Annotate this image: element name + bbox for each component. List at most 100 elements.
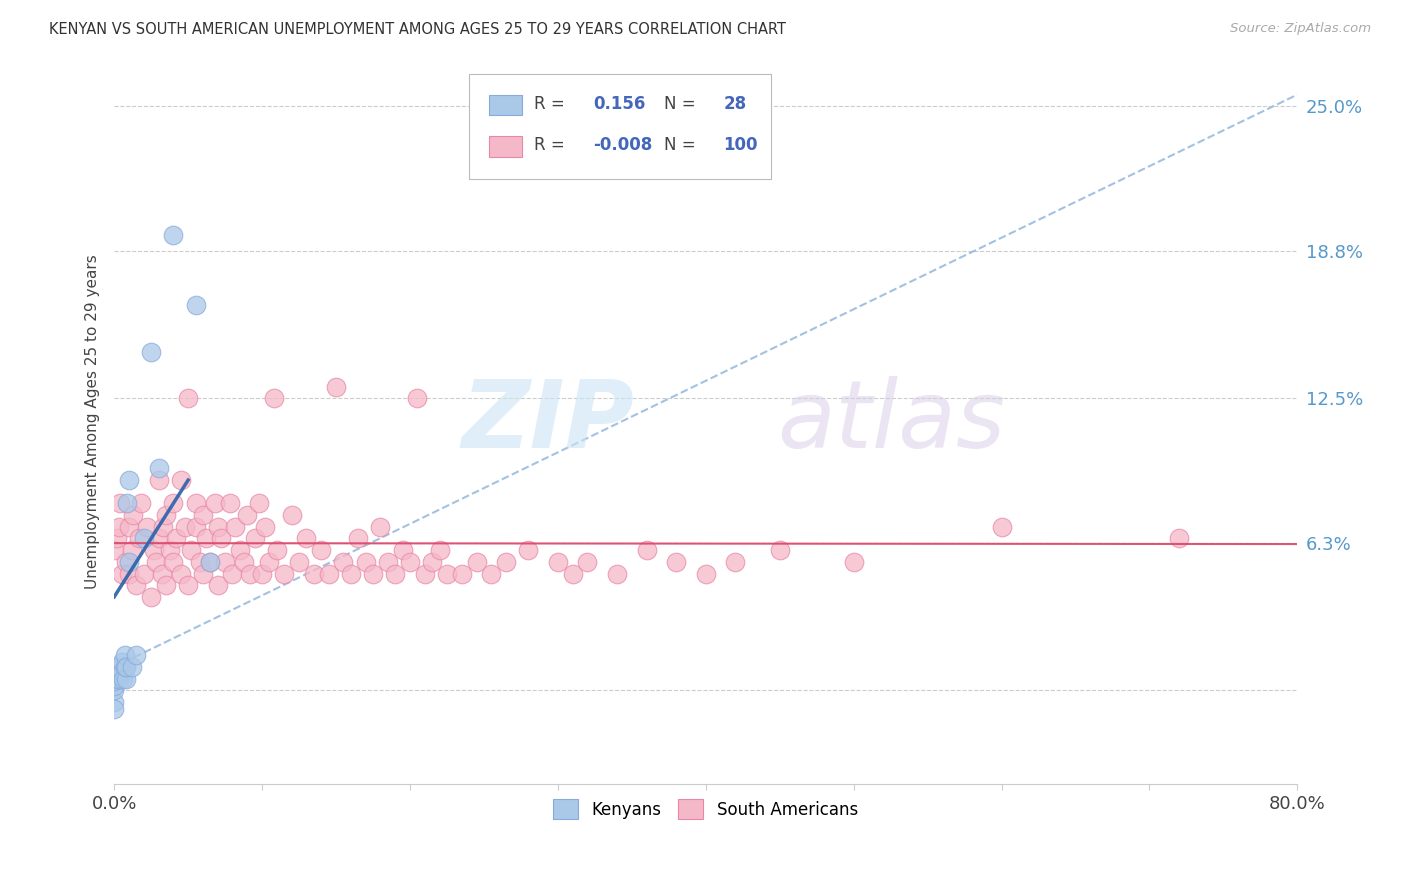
Point [118, 566, 141, 581]
Point [354, 555, 377, 569]
Point [103, 669, 125, 683]
Point [121, 660, 143, 674]
Point [145, 555, 167, 569]
Point [218, 496, 240, 510]
Text: 100: 100 [724, 136, 758, 154]
Point [129, 496, 152, 510]
Point [665, 555, 688, 569]
Text: KENYAN VS SOUTH AMERICAN UNEMPLOYMENT AMONG AGES 25 TO 29 YEARS CORRELATION CHAR: KENYAN VS SOUTH AMERICAN UNEMPLOYMENT AM… [49, 22, 786, 37]
Point [450, 566, 472, 581]
Legend: Kenyans, South Americans: Kenyans, South Americans [547, 792, 865, 826]
Point [207, 578, 229, 592]
Point [370, 520, 392, 534]
Point [288, 555, 311, 569]
Point [118, 555, 141, 569]
Point [221, 566, 243, 581]
Point [135, 520, 157, 534]
Point [108, 496, 131, 510]
Point [143, 543, 166, 558]
Point [236, 508, 259, 522]
Point [332, 555, 354, 569]
Point [117, 496, 139, 510]
Text: R =: R = [534, 136, 565, 154]
Point [239, 566, 262, 581]
Point [115, 672, 138, 686]
Point [103, 702, 125, 716]
Point [103, 543, 125, 558]
Point [174, 520, 197, 534]
Point [361, 566, 384, 581]
Point [170, 473, 193, 487]
Text: R =: R = [534, 95, 565, 112]
Point [115, 555, 138, 569]
Point [561, 566, 583, 581]
Point [132, 566, 155, 581]
Point [209, 532, 232, 546]
Point [436, 566, 458, 581]
Point [413, 566, 436, 581]
Point [229, 543, 252, 558]
Point [110, 665, 132, 679]
Point [105, 532, 128, 546]
Point [159, 543, 181, 558]
Point [162, 496, 184, 510]
Text: N =: N = [664, 95, 696, 112]
Point [224, 520, 246, 534]
Point [180, 543, 202, 558]
Point [194, 532, 217, 546]
Point [576, 555, 599, 569]
Point [204, 496, 226, 510]
Point [233, 555, 256, 569]
Point [214, 555, 236, 569]
FancyBboxPatch shape [470, 74, 770, 179]
Point [105, 672, 128, 686]
Point [118, 520, 141, 534]
Point [347, 532, 370, 546]
Point [250, 566, 273, 581]
Point [110, 566, 132, 581]
Point [103, 683, 125, 698]
Point [148, 532, 170, 546]
Point [155, 578, 177, 592]
Point [125, 648, 148, 663]
Point [191, 508, 214, 522]
FancyBboxPatch shape [489, 95, 523, 115]
Point [107, 520, 129, 534]
Point [114, 648, 136, 663]
Point [108, 660, 131, 674]
Point [266, 543, 288, 558]
Point [1168, 532, 1191, 546]
Point [121, 543, 143, 558]
Point [177, 578, 200, 592]
Point [384, 566, 406, 581]
Point [406, 392, 429, 406]
Point [325, 379, 347, 393]
Point [162, 555, 184, 569]
Point [280, 508, 302, 522]
Point [141, 590, 163, 604]
Point [148, 473, 170, 487]
Point [155, 508, 177, 522]
Point [243, 532, 266, 546]
Text: N =: N = [664, 136, 696, 154]
Text: Source: ZipAtlas.com: Source: ZipAtlas.com [1230, 22, 1371, 36]
Text: 0.156: 0.156 [593, 95, 645, 112]
Point [103, 660, 125, 674]
Point [191, 566, 214, 581]
Point [118, 473, 141, 487]
Point [207, 520, 229, 534]
Point [170, 566, 193, 581]
Point [769, 543, 792, 558]
Point [309, 543, 332, 558]
Point [391, 543, 413, 558]
Text: -0.008: -0.008 [593, 136, 652, 154]
Point [273, 566, 295, 581]
Point [165, 532, 187, 546]
Point [128, 532, 150, 546]
Point [399, 555, 422, 569]
Point [263, 392, 285, 406]
Point [184, 298, 207, 312]
Point [377, 555, 399, 569]
Point [517, 543, 540, 558]
Point [125, 578, 148, 592]
